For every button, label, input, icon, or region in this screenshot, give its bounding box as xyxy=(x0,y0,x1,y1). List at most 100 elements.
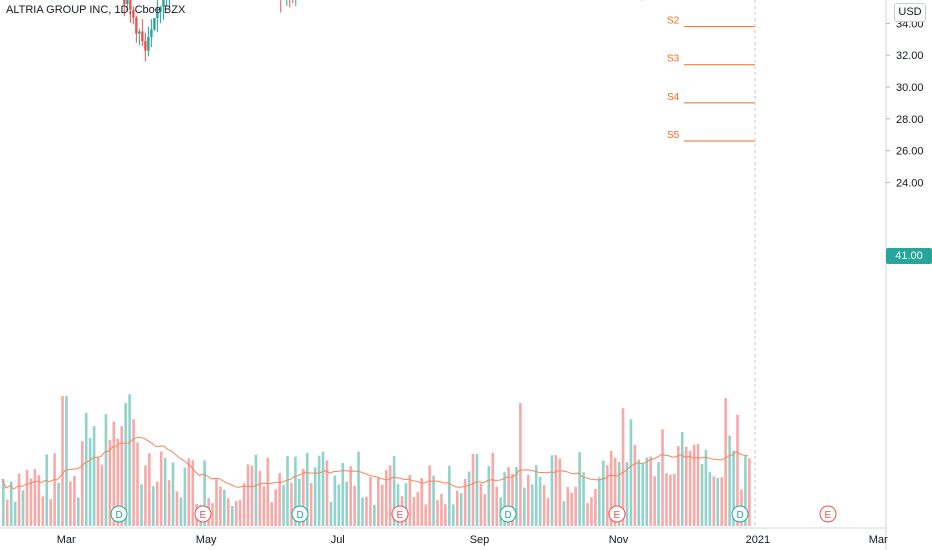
volume-bar xyxy=(590,497,593,526)
volume-bar xyxy=(404,483,408,526)
volume-bar xyxy=(546,498,550,526)
volume-bar xyxy=(266,457,270,526)
volume-bar xyxy=(17,473,21,526)
marker-label: E xyxy=(614,510,621,521)
volume-bar xyxy=(187,458,191,526)
volume-bar xyxy=(684,446,688,526)
volume-bar xyxy=(692,444,696,526)
volume-bar xyxy=(428,465,431,526)
dividend-marker xyxy=(499,505,517,523)
volume-bar xyxy=(491,452,495,526)
pivot-label: S3 xyxy=(667,54,680,65)
volume-bar xyxy=(673,473,676,526)
volume-bar xyxy=(570,492,574,526)
volume-bar xyxy=(116,438,120,526)
volume-bar xyxy=(609,450,613,526)
pivot-label: S2 xyxy=(667,16,680,27)
volume-bar xyxy=(724,398,727,526)
x-tick-label: May xyxy=(196,534,217,546)
volume-bar xyxy=(41,496,45,526)
volume-bar xyxy=(440,493,443,526)
volume-bar xyxy=(696,444,700,526)
currency-button[interactable]: USD xyxy=(894,3,926,22)
volume-bar xyxy=(124,403,127,526)
volume-bar xyxy=(49,499,52,526)
volume-bar xyxy=(530,484,534,526)
volume-bar xyxy=(227,498,230,526)
volume-bar xyxy=(380,484,384,526)
volume-bar xyxy=(132,419,135,526)
volume-bar xyxy=(444,504,447,526)
volume-bar xyxy=(511,473,514,526)
volume-bar xyxy=(503,471,506,526)
x-tick-label: Nov xyxy=(609,534,629,546)
volume-bar xyxy=(329,501,333,526)
volume-bar xyxy=(574,486,577,526)
volume-bar xyxy=(238,500,242,526)
volume-bar xyxy=(282,485,285,526)
x-tick-label: Mar xyxy=(869,534,888,546)
volume-bar xyxy=(408,474,412,526)
volume-bar xyxy=(542,484,546,526)
volume-bar xyxy=(677,446,680,526)
volume-bar xyxy=(5,499,9,526)
volume-bar xyxy=(365,496,368,526)
volume-bar xyxy=(254,454,258,526)
volume-bar xyxy=(625,462,629,526)
volume-bar xyxy=(361,497,364,526)
volume-bar xyxy=(432,475,435,526)
volume-bar xyxy=(712,476,716,526)
candle-body xyxy=(159,6,162,13)
volume-bar xyxy=(96,456,100,526)
volume-bar xyxy=(167,480,171,526)
volume-bar xyxy=(219,486,222,526)
chart-title: ALTRIA GROUP INC, 1D, Cboe BZX xyxy=(6,4,186,16)
volume-bar xyxy=(294,456,297,526)
volume-bar xyxy=(77,497,80,526)
volume-bar xyxy=(317,455,321,526)
volume-bar xyxy=(215,479,218,526)
volume-bar xyxy=(452,504,455,526)
volume-bar xyxy=(704,449,708,526)
volume-bar xyxy=(558,458,562,526)
volume-bar xyxy=(2,479,5,526)
volume-bar xyxy=(661,429,664,526)
volume-bar xyxy=(550,455,554,526)
volume-bar xyxy=(13,501,17,526)
volume-bar xyxy=(286,456,289,526)
volume-bar xyxy=(92,426,96,526)
marker-label: D xyxy=(297,510,304,521)
volume-bar xyxy=(246,464,250,526)
volume-bar xyxy=(527,474,530,526)
dividend-marker xyxy=(731,505,749,523)
volume-bar xyxy=(736,414,739,526)
volume-bar xyxy=(534,465,538,526)
candle-body xyxy=(135,17,138,34)
volume-bar xyxy=(605,465,609,526)
marker-label: E xyxy=(397,510,404,521)
volume-bar xyxy=(100,464,104,526)
volume-bar xyxy=(665,473,668,526)
volume-bar xyxy=(732,450,735,526)
volume-bar xyxy=(140,484,143,526)
volume-bar xyxy=(716,477,720,526)
marker-label: E xyxy=(200,510,207,521)
volume-bar xyxy=(29,478,33,526)
candle-body xyxy=(150,29,153,37)
volume-bar xyxy=(191,460,195,526)
volume-bar xyxy=(270,502,274,526)
candle-body xyxy=(138,31,141,34)
volume-bar xyxy=(455,490,459,526)
volume-bar xyxy=(258,470,262,526)
volume-bar xyxy=(523,487,526,526)
volume-bar xyxy=(211,503,214,526)
volume-bar xyxy=(179,497,183,526)
volume-bar xyxy=(203,460,206,526)
volume-bar xyxy=(325,460,329,526)
volume-bar xyxy=(657,462,660,526)
volume-bar xyxy=(33,469,37,526)
x-tick-label: Sep xyxy=(470,534,490,546)
volume-bar xyxy=(507,467,510,526)
y-tick-label: 28.00 xyxy=(896,114,924,126)
